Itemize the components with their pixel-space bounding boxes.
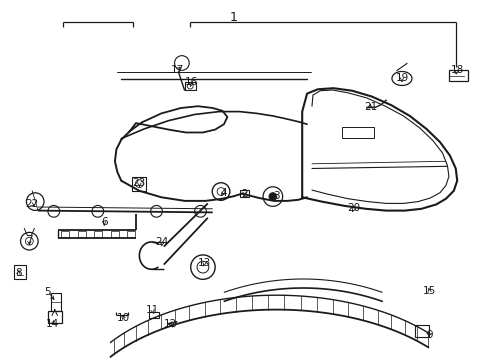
Text: 20: 20 [347, 203, 360, 213]
Text: 13: 13 [197, 258, 211, 268]
Bar [342, 127, 373, 138]
Bar [94, 231, 102, 237]
Bar [184, 82, 195, 90]
Text: 15: 15 [422, 286, 435, 296]
Bar [149, 312, 159, 318]
Text: 3: 3 [272, 191, 279, 201]
Bar [78, 231, 85, 237]
Text: 14: 14 [46, 319, 60, 329]
Bar [51, 293, 61, 311]
Text: 23: 23 [132, 178, 146, 188]
Text: 8: 8 [15, 268, 22, 278]
Text: 21: 21 [363, 102, 377, 112]
Text: 6: 6 [101, 217, 107, 228]
Text: 22: 22 [25, 199, 39, 210]
Bar [127, 231, 135, 237]
Text: 16: 16 [184, 77, 198, 87]
Text: 10: 10 [117, 312, 129, 323]
Bar [110, 231, 118, 237]
Bar [14, 265, 25, 279]
Text: 12: 12 [163, 319, 177, 329]
Text: 9: 9 [425, 330, 432, 340]
Text: 17: 17 [170, 65, 183, 75]
Text: 18: 18 [449, 65, 463, 75]
Text: 2: 2 [241, 189, 247, 199]
Text: 19: 19 [394, 73, 408, 84]
Bar [132, 177, 146, 190]
Bar [414, 325, 427, 337]
Text: 1: 1 [229, 11, 237, 24]
Text: 5: 5 [44, 287, 51, 297]
Bar [61, 231, 69, 237]
Text: 11: 11 [145, 305, 159, 315]
Text: 7: 7 [26, 235, 33, 246]
Text: 24: 24 [155, 237, 169, 247]
Bar [448, 70, 468, 81]
Circle shape [268, 193, 276, 201]
Bar [48, 311, 61, 323]
Bar [239, 190, 249, 197]
Text: 4: 4 [220, 188, 226, 198]
